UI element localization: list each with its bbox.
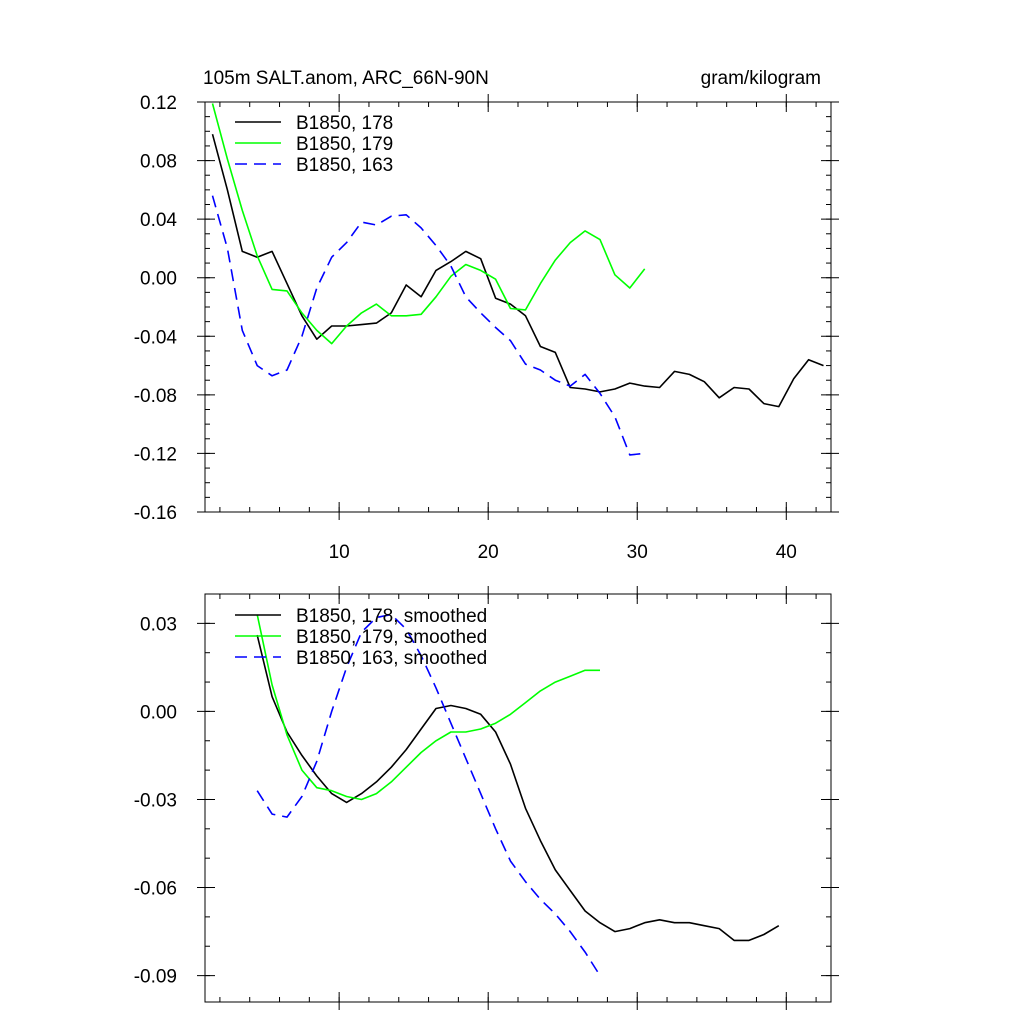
legend-label: B1850, 163, smoothed — [296, 648, 487, 669]
y-tick-label: 0.00 — [140, 702, 177, 723]
y-tick-label: -0.04 — [134, 327, 178, 348]
legend-label: B1850, 178 — [296, 113, 393, 134]
series-line-b1850-178-smoothed — [256, 634, 780, 942]
y-tick-label: -0.08 — [134, 386, 177, 407]
y-tick-label: 0.04 — [140, 210, 177, 231]
x-tick-label: 30 — [627, 542, 648, 563]
legend-label: B1850, 179 — [296, 134, 393, 155]
series-line-b1850-163 — [211, 195, 645, 456]
x-tick-label: 10 — [329, 542, 350, 563]
x-tick-label: 20 — [478, 542, 499, 563]
legend-label: B1850, 179, smoothed — [296, 627, 487, 648]
y-tick-label: 0.00 — [140, 269, 177, 290]
series-line-b1850-163-smoothed — [256, 613, 601, 977]
legend-label: B1850, 163 — [296, 155, 393, 176]
series-line-b1850-179 — [211, 103, 646, 345]
smoothed-plot-panel: 0.03 0.00 -0.03 -0.06 -0.09 B1850, 178, smoot… — [134, 586, 839, 1010]
chart-units: gram/kilogram — [701, 68, 821, 89]
y-tick-label: -0.03 — [134, 790, 177, 811]
series-line-b1850-179-smoothed — [256, 614, 600, 801]
y-tick-label: -0.06 — [134, 879, 177, 900]
y-tick-label: -0.09 — [134, 967, 177, 988]
y-tick-label: -0.12 — [134, 444, 177, 465]
chart-title: 105m SALT.anom, ARC_66N-90N — [203, 68, 489, 89]
x-tick-label: 40 — [776, 542, 797, 563]
y-tick-label: 0.12 — [140, 93, 177, 114]
y-tick-label: -0.16 — [134, 503, 177, 524]
y-tick-label: 0.08 — [140, 152, 177, 173]
raw-plot-panel: 0.12 0.08 0.04 0.00 -0.04 -0.08 -0.12 -0.16 10 20… — [134, 93, 839, 563]
legend-label: B1850, 178, smoothed — [296, 606, 487, 627]
y-tick-label: 0.03 — [140, 614, 177, 635]
